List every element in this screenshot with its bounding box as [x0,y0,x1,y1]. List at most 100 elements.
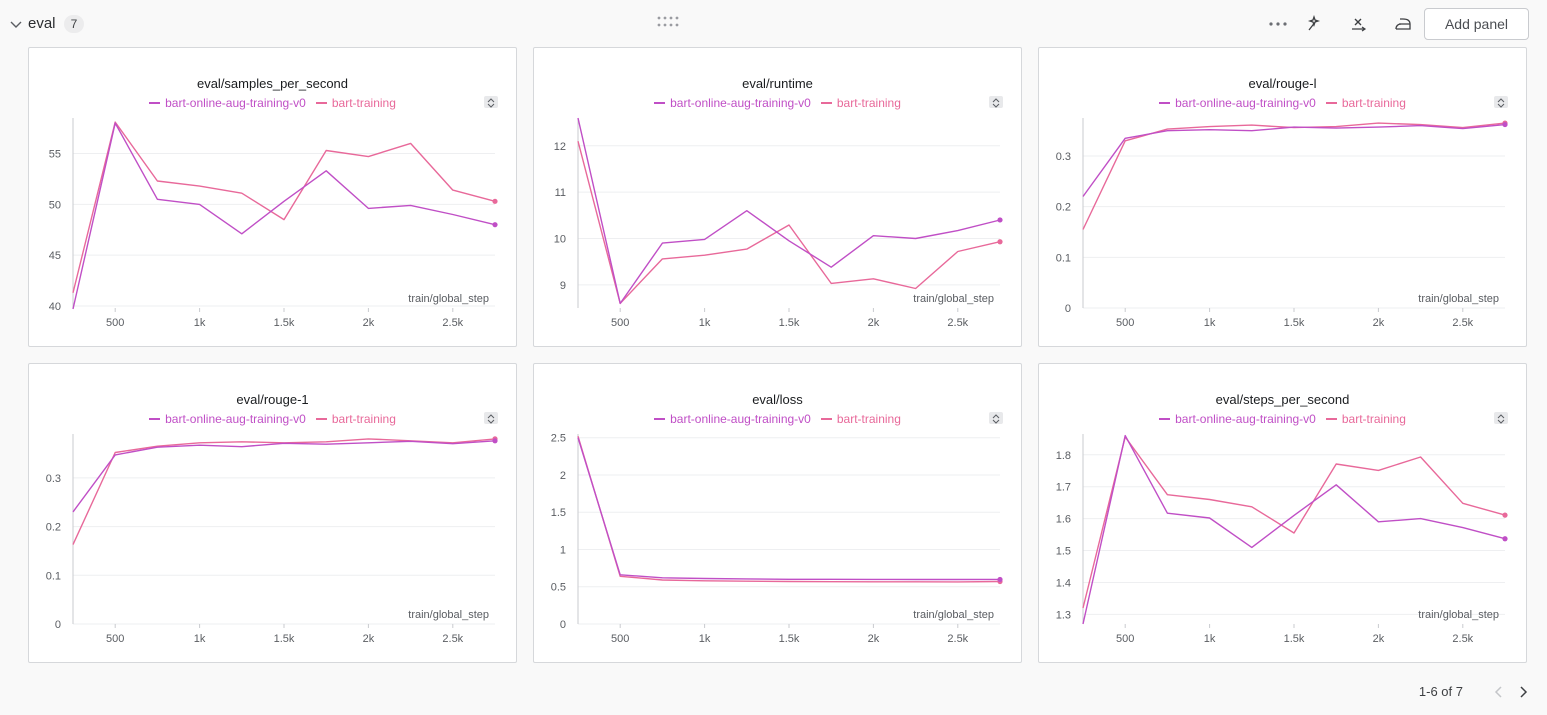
y-tick-label: 0.2 [46,522,61,534]
y-tick-label: 2.5 [551,433,566,445]
x-tick-label: 1.5k [779,633,800,645]
y-tick-label: 0 [1065,303,1071,315]
x-axis-icon[interactable] [1347,12,1371,36]
series-endpoint [492,438,498,444]
magic-wand-icon[interactable] [1302,12,1326,36]
next-page-icon[interactable] [1515,684,1531,700]
chart-title: eval/rouge-1 [236,392,309,407]
legend-item[interactable]: bart-online-aug-training-v0 [654,412,811,426]
x-tick-label: 1.5k [274,633,295,645]
chart-legend: bart-online-aug-training-v0 bart-training [534,96,1021,110]
legend-toggle-icon[interactable] [484,96,498,108]
x-tick-label: 1k [1204,317,1216,329]
legend-item[interactable]: bart-online-aug-training-v0 [1159,96,1316,110]
y-tick-label: 1.7 [1056,482,1071,494]
chart-legend: bart-online-aug-training-v0 bart-training [1039,96,1526,110]
x-tick-label: 2k [1373,317,1385,329]
y-tick-label: 1.5 [551,507,566,519]
legend-toggle-icon[interactable] [484,412,498,424]
series-endpoint [1502,121,1508,128]
series-line [1082,122,1506,230]
legend-label: bart-online-aug-training-v0 [670,96,811,110]
y-tick-label: 50 [49,199,61,211]
legend-toggle-icon[interactable] [1494,412,1508,424]
series-line [72,440,496,513]
chart-plot: 0 0.1 0.2 0.3 500 1k 1.5k 2k 2.5k train/global_st… [1056,118,1508,329]
x-tick-label: 500 [611,633,629,645]
series-endpoint [997,576,1003,583]
x-tick-label: 1.5k [779,317,800,329]
chart-panel[interactable]: eval/runtime bart-online-aug-training-v0 b… [533,47,1022,347]
section-title[interactable]: eval [28,15,56,32]
chart-panel[interactable]: eval/loss bart-online-aug-training-v0 bart… [533,363,1022,663]
legend-item[interactable]: bart-training [315,96,396,110]
legend-toggle-icon[interactable] [1494,96,1508,108]
legend-item[interactable]: bart-online-aug-training-v0 [149,412,306,426]
x-tick-label: 2.5k [1452,633,1473,645]
legend-label: bart-online-aug-training-v0 [165,96,306,110]
x-tick-label: 500 [1116,633,1134,645]
legend-item[interactable]: bart-online-aug-training-v0 [1159,412,1316,426]
x-axis-title: train/global_step [408,293,489,305]
series-line [72,121,496,293]
legend-label: bart-online-aug-training-v0 [1175,412,1316,426]
legend-label: bart-online-aug-training-v0 [165,412,306,426]
y-tick-label: 1.5 [1056,546,1071,558]
series-endpoint [997,239,1003,245]
x-tick-label: 1.5k [1284,317,1305,329]
legend-item[interactable]: bart-training [1325,96,1406,110]
x-tick-label: 1k [194,317,206,329]
y-tick-label: 11 [555,187,566,199]
y-tick-label: 0.1 [46,570,61,582]
x-axis-title: train/global_step [408,609,489,621]
x-tick-label: 1.5k [1284,633,1305,645]
more-options-icon[interactable] [1266,12,1290,36]
drag-handle-icon[interactable] [655,14,685,30]
chart-panel[interactable]: eval/rouge-1 bart-online-aug-training-v0 b… [28,363,517,663]
series-line [1082,436,1506,609]
legend-item[interactable]: bart-online-aug-training-v0 [654,96,811,110]
y-tick-label: 0.3 [46,473,61,485]
legend-swatch [1325,101,1337,104]
y-tick-label: 12 [554,141,566,153]
x-tick-label: 1k [699,633,711,645]
chart-title: eval/loss [752,392,803,407]
chart-plot: 9 10 11 12 500 1k 1.5k 2k 2.5k train/global_step [554,117,1003,329]
legend-toggle-icon[interactable] [989,412,1003,424]
chart-plot: 40 45 50 55 500 1k 1.5k 2k 2.5k train/global_step [49,118,498,329]
chart-title: eval/rouge-l [1248,76,1317,91]
smoothing-iron-icon[interactable] [1391,12,1415,36]
y-tick-label: 45 [49,250,61,262]
x-tick-label: 2k [363,633,375,645]
legend-item[interactable]: bart-training [820,412,901,426]
x-tick-label: 1k [1204,633,1216,645]
x-tick-label: 500 [106,633,124,645]
x-tick-label: 2.5k [947,633,968,645]
chart-title: eval/runtime [742,76,813,91]
chart-panel[interactable]: eval/steps_per_second bart-online-aug-tra… [1038,363,1527,663]
legend-item[interactable]: bart-online-aug-training-v0 [149,96,306,110]
prev-page-icon[interactable] [1491,684,1507,700]
y-tick-label: 40 [49,301,61,313]
chart-panel[interactable]: eval/rouge-l bart-online-aug-training-v0 b… [1038,47,1527,347]
chart-title: eval/steps_per_second [1215,392,1350,407]
y-tick-label: 1.8 [1056,450,1071,462]
y-tick-label: 0.3 [1056,151,1071,163]
legend-toggle-icon[interactable] [989,96,1003,108]
legend-label: bart-online-aug-training-v0 [1175,96,1316,110]
legend-label: bart-online-aug-training-v0 [670,412,811,426]
x-tick-label: 1k [194,633,206,645]
legend-item[interactable]: bart-training [820,96,901,110]
add-panel-button[interactable]: Add panel [1424,8,1529,40]
legend-item[interactable]: bart-training [1325,412,1406,426]
chart-panel[interactable]: eval/samples_per_second bart-online-aug-t… [28,47,517,347]
series-endpoint [1502,512,1508,518]
series-endpoint [1502,536,1508,542]
legend-item[interactable]: bart-training [315,412,396,426]
x-axis-title: train/global_step [1418,293,1499,305]
series-line [577,141,1001,305]
chevron-down-icon[interactable] [9,17,23,31]
y-tick-label: 1.6 [1056,514,1071,526]
y-tick-label: 0 [560,619,566,631]
y-tick-label: 1.3 [1056,609,1071,621]
